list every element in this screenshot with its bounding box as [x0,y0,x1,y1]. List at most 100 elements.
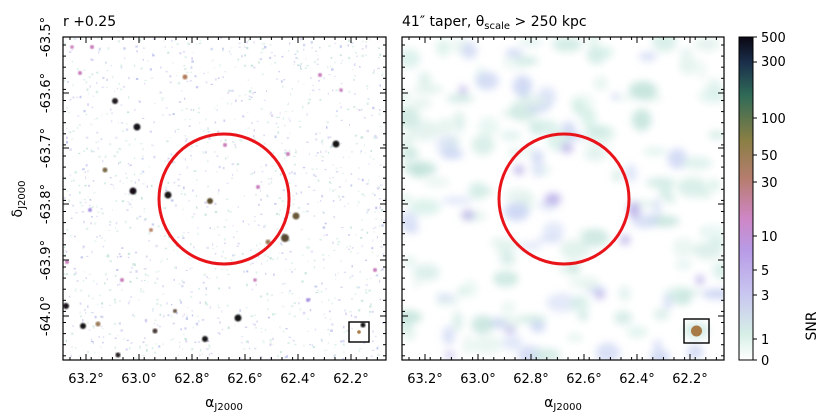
noise-speck [186,315,188,318]
source [281,234,289,242]
noise-speck [260,107,263,111]
noise-speck [267,308,269,311]
noise-speck [198,341,200,343]
noise-speck [317,290,319,292]
emission-blob [471,135,495,156]
noise-speck [318,132,321,134]
noise-speck [111,112,113,115]
noise-speck [71,49,74,51]
noise-speck [365,259,367,261]
noise-speck [278,167,281,170]
noise-speck [199,42,202,44]
noise-speck [361,244,363,248]
emission-blob [673,237,695,258]
noise-speck [243,44,245,46]
noise-speck [342,351,345,354]
noise-speck [75,288,77,291]
noise-speck [253,91,256,93]
noise-speck [294,343,297,346]
noise-speck [90,222,92,225]
noise-speck [83,220,85,224]
noise-speck [142,59,144,61]
noise-speck [340,119,343,121]
noise-speck [82,280,84,282]
noise-speck [222,49,224,52]
noise-speck [165,107,168,109]
noise-speck [319,239,322,241]
noise-speck [311,168,314,170]
noise-speck [325,288,327,290]
noise-speck [379,184,383,186]
emission-blob [495,246,515,255]
noise-speck [340,286,343,288]
noise-speck [135,270,138,273]
noise-speck [373,69,375,72]
noise-speck [174,130,176,133]
noise-speck [138,215,142,218]
noise-speck [142,183,145,185]
noise-speck [220,268,223,271]
source [88,208,92,212]
noise-speck [371,114,373,117]
noise-speck [195,141,198,145]
noise-speck [291,292,294,295]
noise-speck [277,131,280,134]
source [149,228,153,232]
noise-speck [157,188,159,191]
noise-speck [89,199,92,201]
noise-speck [190,109,193,111]
noise-speck [369,38,372,41]
noise-speck [322,226,326,229]
noise-speck [267,255,269,258]
noise-speck [375,218,377,220]
emission-blob [446,94,474,103]
noise-speck [183,313,185,316]
noise-speck [143,207,146,210]
noise-speck [216,109,218,111]
noise-speck [377,67,380,70]
noise-speck [188,257,190,259]
emission-blob [438,118,453,135]
noise-speck [91,73,94,76]
noise-speck [68,111,71,114]
noise-speck [335,189,337,190]
noise-speck [217,332,220,334]
noise-speck [66,190,69,192]
noise-speck [247,341,249,344]
noise-speck [343,325,345,329]
noise-speck [253,129,255,132]
noise-speck [163,315,165,318]
noise-speck [366,231,369,234]
noise-speck [276,116,279,119]
noise-speck [161,114,165,116]
noise-speck [79,302,82,305]
emission-blob [477,116,500,137]
noise-speck [176,43,179,46]
noise-speck [287,239,290,242]
noise-speck [199,349,202,352]
noise-speck [331,323,334,326]
noise-speck [281,252,284,254]
noise-speck [206,303,209,306]
emission-blob [402,211,419,231]
noise-speck [145,320,147,323]
noise-speck [260,213,263,215]
colorbar-ticks [753,36,757,361]
noise-speck [194,75,197,78]
noise-speck [323,234,325,237]
emission-blob [712,261,724,280]
noise-speck [232,173,234,176]
diffuse-emission [402,37,724,360]
noise-speck [155,271,158,273]
noise-speck [293,60,296,63]
noise-speck [197,107,201,110]
emission-blob [568,296,591,313]
noise-speck [322,156,324,158]
noise-speck [191,348,194,351]
noise-speck [127,201,130,203]
noise-speck [258,38,260,40]
noise-speck [190,146,193,147]
noise-speck [286,137,289,139]
noise-speck [75,212,78,214]
noise-speck [346,330,349,332]
